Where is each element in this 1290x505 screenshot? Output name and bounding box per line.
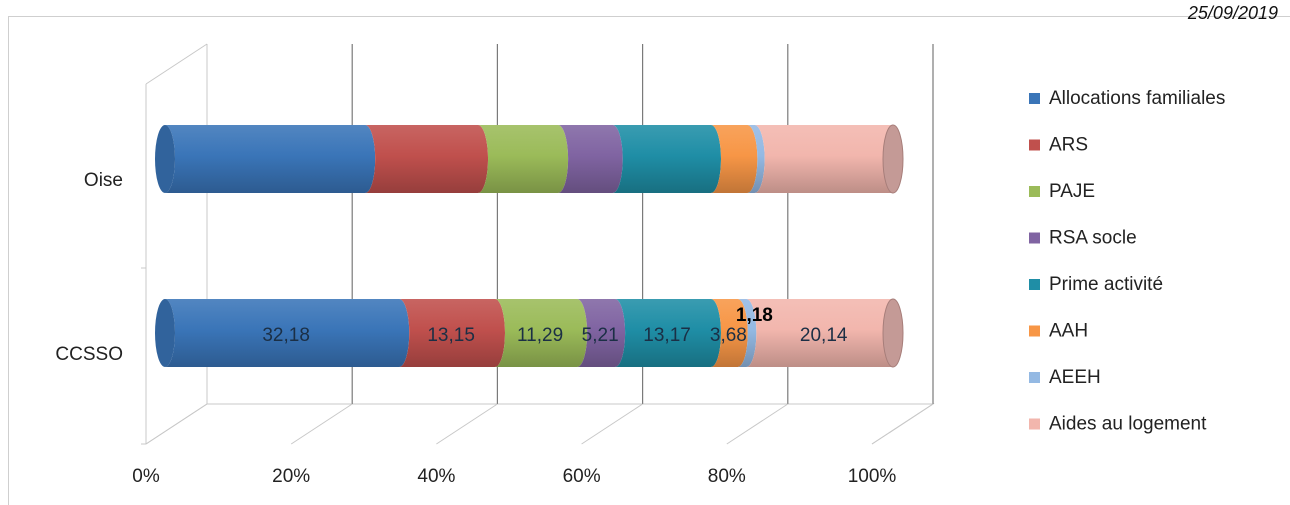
bar-row-ccsso: 32,18 13,15 11,29 5,21 13,17 3,681,18 20,14 [155,298,904,368]
legend-swatch [1029,279,1040,290]
legend-swatch [1029,418,1040,430]
legend-swatch [1029,372,1040,383]
floor-gridline [581,403,643,445]
legend-label: RSA socle [1049,228,1137,249]
bar-segment [754,125,903,193]
chart-bars: 32,18 13,15 11,29 5,21 13,17 3,681,18 20,14 [155,124,904,368]
chart-gridlines [145,44,934,445]
category-axis: Oise CCSSO [55,170,123,365]
bar-segment [746,299,903,367]
legend-swatch [1029,325,1040,337]
legend-label: ARS [1049,135,1088,156]
legend-item: AEEH [1029,367,1101,388]
x-tick-label: 0% [132,466,160,487]
data-label: 20,14 [800,325,848,346]
data-label: 3,68 [710,325,747,346]
bar-segment [558,125,623,193]
floor-gridline [290,403,353,445]
bar-end-cap [882,124,904,194]
bar-segment [478,125,569,193]
legend-item: Prime activité [1029,274,1163,295]
bar-segment [165,299,410,367]
data-label: 5,21 [582,325,619,346]
bar-start-cap [155,299,175,367]
bar-segment [495,299,588,367]
legend-swatch [1029,232,1040,244]
legend-item: ARS [1029,135,1088,156]
bar-segment [711,125,758,193]
floor-gridline [436,403,498,445]
side-wall-top-edge [145,43,208,85]
bar-segment [577,299,626,367]
legend-label: PAJE [1049,181,1095,202]
legend-swatch [1029,139,1040,151]
legend-label: AAH [1049,321,1088,342]
legend-label: Aides au logement [1049,414,1207,435]
bar-segment [612,125,721,193]
value-axis: 0% 20% 40% 60% 80% 100% [132,466,896,487]
bar-row-oise [155,124,904,194]
x-tick-label: 60% [563,466,601,487]
data-label: 1,18 [736,305,773,326]
legend-item: RSA socle [1029,228,1137,249]
chart-frame: 25/09/2019 [8,3,1290,505]
bar-segment [399,299,506,367]
legend-swatch [1029,186,1040,197]
floor-edge [145,403,935,445]
bar-segment [737,299,757,367]
chart-legend: Allocations familiales ARS PAJE RSA socle Pr… [1029,88,1225,435]
floor-gridline [726,403,789,445]
x-tick-label: 80% [708,466,746,487]
category-label: Oise [84,170,123,191]
data-label: 13,17 [643,325,691,346]
legend-label: AEEH [1049,367,1101,388]
bar-end-cap [882,298,904,368]
floor-gridline [871,403,934,445]
legend-item: AAH [1029,321,1088,342]
legend-swatch [1029,93,1040,104]
legend-item: Allocations familiales [1029,88,1225,109]
x-tick-label: 40% [417,466,455,487]
data-label: 11,29 [517,325,563,346]
legend-label: Allocations familiales [1049,88,1225,109]
bar-segment [365,125,489,193]
bar-start-cap [155,125,175,193]
x-tick-label: 100% [848,466,897,487]
legend-item: PAJE [1029,181,1095,202]
chart-walls [141,43,935,445]
report-date: 25/09/2019 [1187,3,1278,23]
data-label: 13,15 [427,325,475,346]
x-tick-label: 20% [272,466,310,487]
bar-segment [711,299,748,367]
bar-segment [747,125,765,193]
category-label: CCSSO [55,344,123,365]
legend-item: Aides au logement [1029,414,1207,435]
bar-segment [165,125,376,193]
bar-segment [615,299,721,367]
legend-label: Prime activité [1049,274,1163,295]
floor-gridline [145,403,208,445]
data-label: 32,18 [262,325,310,346]
